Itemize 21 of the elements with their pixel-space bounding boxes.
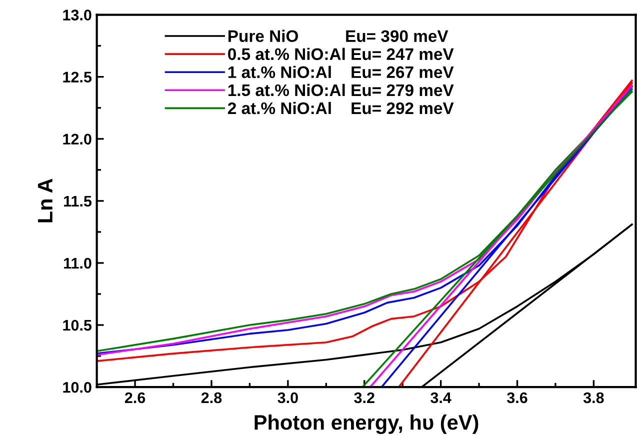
legend-label: Pure NiO Eu= 390 meV xyxy=(228,30,448,42)
y-axis-title: Ln A xyxy=(38,178,52,222)
legend-label: 1.5 at.% NiO:Al Eu= 279 meV xyxy=(228,84,454,96)
y-tick-label: 10.0 xyxy=(63,382,92,393)
legend-label: 0.5 at.% NiO:Al Eu= 247 meV xyxy=(228,48,454,60)
x-tick-label: 2.6 xyxy=(124,392,146,404)
y-tick-label: 13.0 xyxy=(63,10,92,20)
legend-label: 1 at.% NiO:Al Eu= 267 meV xyxy=(228,66,454,78)
x-tick-label: 3.6 xyxy=(506,392,528,404)
y-tick-label: 11.0 xyxy=(64,258,92,269)
x-tick-label: 3.0 xyxy=(278,392,298,404)
legend-label: 2 at.% NiO:Al Eu= 292 meV xyxy=(228,102,454,114)
y-tick-label: 10.5 xyxy=(63,320,92,331)
x-axis-title: Photon energy, hυ (eV) xyxy=(254,414,478,434)
x-tick-label: 3.8 xyxy=(583,392,604,404)
x-tick-label: 3.2 xyxy=(354,392,374,404)
y-tick-label: 12.0 xyxy=(63,134,92,145)
y-tick-label: 12.5 xyxy=(63,72,92,83)
y-tick-label: 11.5 xyxy=(64,196,92,207)
x-tick-label: 3.4 xyxy=(430,392,452,404)
x-tick-label: 2.8 xyxy=(201,392,222,404)
